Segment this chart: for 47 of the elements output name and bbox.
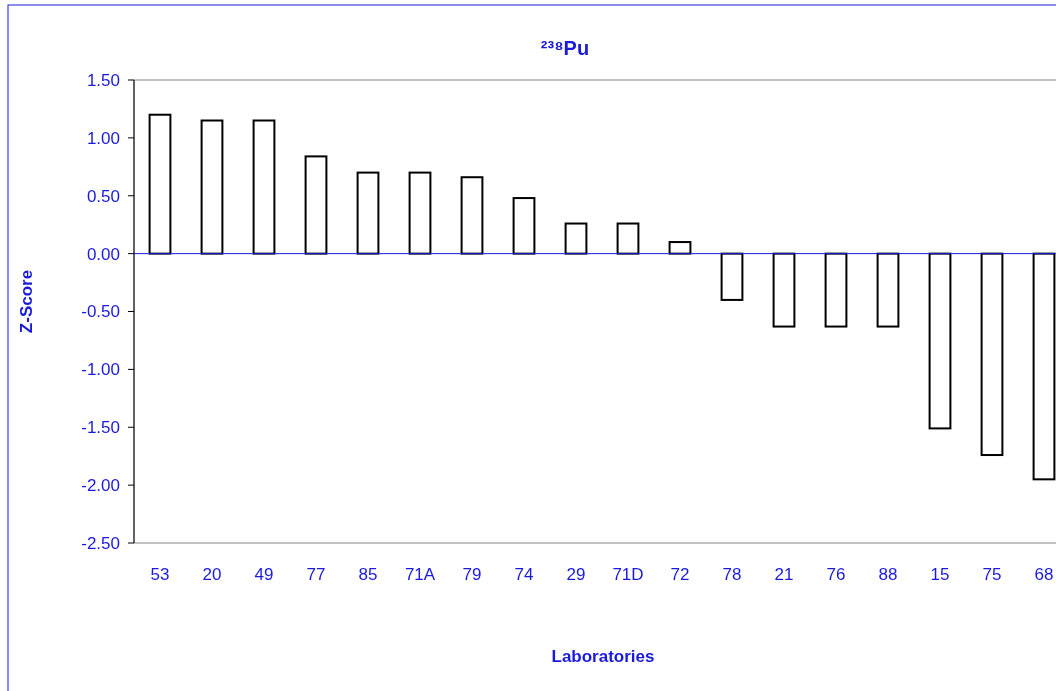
x-tick-label: 15 bbox=[930, 565, 950, 584]
chart-title: ²³⁸Pu bbox=[540, 37, 590, 59]
bar bbox=[356, 171, 380, 255]
y-tick-label: 1.00 bbox=[86, 128, 120, 148]
x-tick-label: 72 bbox=[670, 565, 690, 584]
x-tick-label: 75 bbox=[982, 565, 1002, 584]
bar bbox=[512, 197, 536, 255]
x-tick-label: 76 bbox=[826, 565, 846, 584]
y-tick-label: -1.50 bbox=[81, 418, 120, 438]
bar bbox=[876, 252, 900, 328]
bar bbox=[408, 171, 432, 255]
bar bbox=[668, 241, 692, 255]
y-tick-label: 1.50 bbox=[86, 70, 120, 90]
x-tick-label: 71A bbox=[404, 565, 436, 584]
bar bbox=[200, 119, 224, 255]
y-tick-label: 0.50 bbox=[86, 186, 120, 206]
x-tick-label: 71D bbox=[612, 565, 644, 584]
bar bbox=[824, 252, 848, 328]
bar bbox=[772, 252, 796, 328]
y-tick-label: 0.00 bbox=[86, 244, 120, 264]
bar bbox=[564, 222, 588, 255]
x-tick-label: 74 bbox=[514, 565, 534, 584]
x-tick-label: 78 bbox=[722, 565, 742, 584]
y-axis-title: Z-Score bbox=[17, 269, 36, 334]
x-tick-label: 77 bbox=[306, 565, 326, 584]
x-tick-label: 49 bbox=[254, 565, 274, 584]
x-tick-label: 79 bbox=[462, 565, 482, 584]
x-tick-label: 29 bbox=[566, 565, 586, 584]
x-tick-label: 20 bbox=[202, 565, 222, 584]
x-axis-title: Laboratories bbox=[551, 647, 655, 666]
x-tick-label: 85 bbox=[358, 565, 378, 584]
y-tick-label: -2.50 bbox=[81, 533, 120, 553]
x-tick-label: 53 bbox=[150, 565, 170, 584]
bar bbox=[980, 252, 1004, 457]
bar bbox=[616, 222, 640, 255]
y-tick-label: -2.00 bbox=[81, 476, 120, 496]
x-tick-label: 68 bbox=[1034, 565, 1054, 584]
bar bbox=[304, 155, 328, 255]
bar bbox=[928, 252, 952, 430]
bar bbox=[148, 113, 172, 255]
bar bbox=[252, 119, 276, 255]
bar bbox=[460, 176, 484, 255]
bar bbox=[720, 252, 744, 301]
y-tick-label: -1.00 bbox=[81, 360, 120, 380]
x-tick-label: 21 bbox=[774, 565, 794, 584]
y-tick-label: -0.50 bbox=[81, 302, 120, 322]
x-tick-label: 88 bbox=[878, 565, 898, 584]
